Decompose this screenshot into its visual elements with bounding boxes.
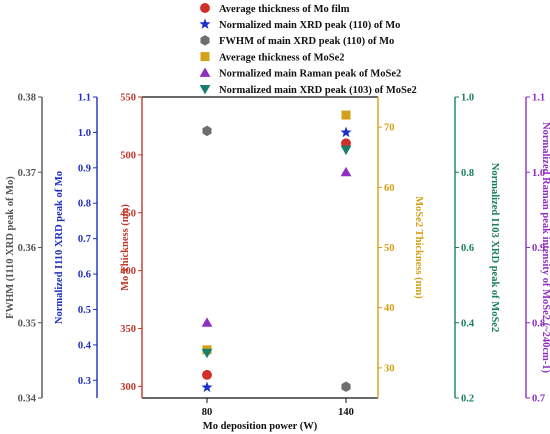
- norm_xrd_mo-axis-title: Normalized I110 XRD peak of Mo: [54, 171, 65, 324]
- norm_xrd_mose2-tick-label-1-0: 1.0: [461, 93, 474, 104]
- norm_raman-tick-label-0-8: 0.8: [532, 318, 545, 329]
- norm_raman-tick-label-0-9: 0.9: [532, 243, 545, 254]
- fwhm-tick-label-0-37: 0.37: [18, 168, 36, 179]
- mose2_thickness-tick-label-50: 50: [384, 243, 395, 254]
- fwhm-tick-label-0-36: 0.36: [18, 243, 36, 254]
- norm_xrd_mo-tick-label-0-3: 0.3: [78, 376, 91, 387]
- norm_xrd_mose2-tick-label-0-2: 0.2: [461, 394, 474, 405]
- legend-marker-average-thickness-of-mo-film: [200, 3, 210, 13]
- mo_thickness-axis-title: Mo Thickness (nm): [120, 204, 131, 291]
- legend-label-average-thickness-of-mose2: Average thickness of MoSe2: [219, 52, 345, 63]
- mose2_thickness-tick-label-30: 30: [384, 363, 395, 374]
- norm_raman-axis-title: Normalized Raman peak intensity of MoSe2…: [540, 122, 550, 374]
- point-normalized-main-raman-peak-of-mose2-140: [340, 166, 352, 177]
- x-axis-title: Mo deposition power (W): [203, 421, 318, 432]
- point-normalized-main-xrd-peak-110-of-mo-80: [201, 381, 213, 393]
- x-tick-label-140: 140: [338, 407, 354, 418]
- mose2_thickness-tick-label-60: 60: [384, 183, 395, 194]
- norm_xrd_mose2-tick-label-0-4: 0.4: [461, 318, 475, 329]
- legend-marker-normalized-main-xrd-peak-110-of-mo: [199, 18, 211, 29]
- fwhm-tick-label-0-34: 0.34: [18, 394, 37, 405]
- norm_xrd_mose2-tick-label-0-8: 0.8: [461, 168, 474, 179]
- mose2_thickness-axis-title: MoSe2 Thickness (nm): [413, 196, 424, 299]
- legend-label-fwhm-of-main-xrd-peak-110-of-mo: FWHM of main XRD peak (110) of Mo: [219, 36, 394, 47]
- mo_thickness-tick-label-550: 550: [120, 93, 136, 104]
- mose2_thickness-tick-label-70: 70: [384, 123, 395, 134]
- mo_thickness-tick-label-300: 300: [120, 382, 136, 393]
- legend-marker-average-thickness-of-mose2: [200, 52, 210, 62]
- norm_xrd_mo-tick-label-0-6: 0.6: [78, 270, 91, 281]
- legend-marker-fwhm-of-main-xrd-peak-110-of-mo: [200, 35, 210, 46]
- mo_thickness-tick-label-350: 350: [120, 324, 136, 335]
- mo_thickness-tick-label-400: 400: [120, 266, 136, 277]
- norm_xrd_mo-tick-label-0-5: 0.5: [78, 305, 91, 316]
- point-normalized-main-xrd-peak-103-of-mose2-140: [340, 145, 352, 156]
- point-fwhm-of-main-xrd-peak-110-of-mo-140: [341, 381, 351, 392]
- point-normalized-main-raman-peak-of-mose2-80: [201, 317, 213, 327]
- norm_xrd_mo-tick-label-0-4: 0.4: [78, 340, 92, 351]
- fwhm-tick-label-0-35: 0.35: [18, 318, 36, 329]
- fwhm-tick-label-0-38: 0.38: [18, 93, 36, 104]
- legend-marker-normalized-main-xrd-peak-103-of-mose2: [199, 84, 211, 95]
- legend: Average thickness of Mo film Normalized m…: [199, 3, 417, 96]
- legend-label-average-thickness-of-mo-film: Average thickness of Mo film: [219, 4, 350, 15]
- point-fwhm-of-main-xrd-peak-110-of-mo-80: [202, 125, 212, 137]
- fwhm-axis-title: FWHM (I110 XRD peak of Mo): [5, 176, 16, 319]
- norm_xrd_mose2-tick-label-0-6: 0.6: [461, 243, 474, 254]
- mo_thickness-tick-label-450: 450: [120, 208, 136, 219]
- point-average-thickness-of-mo-film-80: [202, 369, 212, 380]
- norm_xrd_mo-tick-label-0-7: 0.7: [78, 234, 91, 245]
- x-tick-label-80: 80: [202, 407, 213, 418]
- norm_raman-tick-label-1-0: 1.0: [532, 168, 545, 179]
- legend-marker-normalized-main-raman-peak-of-mose2: [199, 67, 211, 77]
- data-marks: [201, 110, 352, 393]
- norm_xrd_mo-tick-label-0-9: 0.9: [78, 163, 91, 174]
- legend-label-normalized-main-xrd-peak-103-of-mose2: Normalized main XRD peak (103) of MoSe2: [219, 85, 417, 96]
- legend-label-normalized-main-raman-peak-of-mose2: Normalized main Raman peak of MoSe2: [219, 69, 401, 80]
- axes: 80 140 Mo deposition power (W) 300 350 400 450…: [5, 93, 550, 433]
- point-average-thickness-of-mose2-140: [341, 110, 351, 120]
- norm_raman-tick-label-1-1: 1.1: [532, 93, 545, 104]
- legend-label-normalized-main-xrd-peak-110-of-mo: Normalized main XRD peak (110) of Mo: [219, 20, 400, 31]
- norm_xrd_mo-tick-label-1-1: 1.1: [78, 93, 91, 104]
- norm_raman-tick-label-0-7: 0.7: [532, 394, 545, 405]
- mose2_thickness-tick-label-40: 40: [384, 303, 395, 314]
- norm_xrd_mo-tick-label-1-0: 1.0: [78, 128, 91, 139]
- norm_xrd_mo-tick-label-0-8: 0.8: [78, 199, 91, 210]
- mo_thickness-tick-label-500: 500: [120, 150, 136, 161]
- norm_xrd_mose2-axis-title: Normalized I103 XRD peak of MoSe2: [489, 163, 500, 332]
- point-normalized-main-xrd-peak-103-of-mose2-80: [201, 348, 213, 359]
- point-normalized-main-xrd-peak-110-of-mo-140: [340, 126, 352, 138]
